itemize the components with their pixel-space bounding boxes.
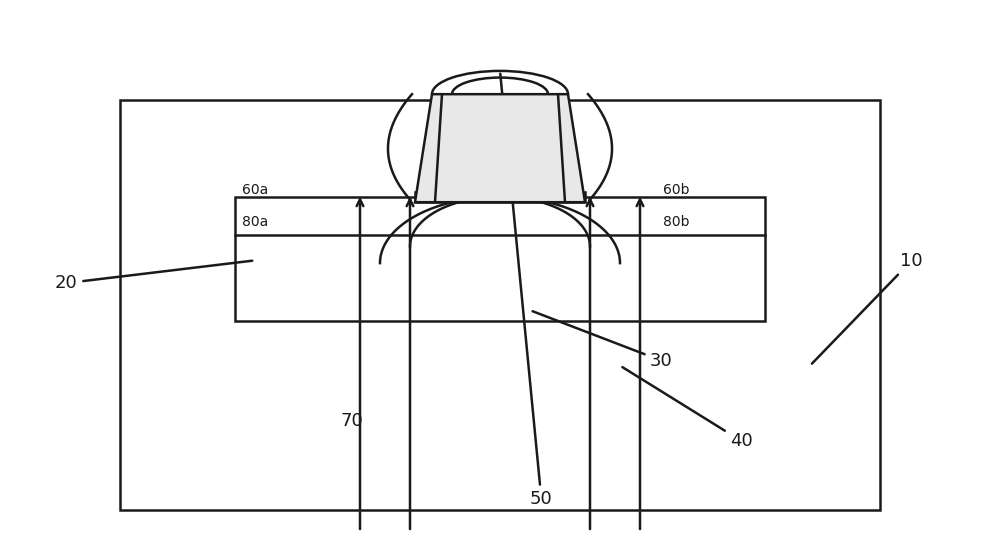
- Bar: [120, 100, 880, 510]
- Text: 60b: 60b: [664, 183, 690, 197]
- Bar: [415, 192, 585, 202]
- Text: 60a: 60a: [242, 183, 268, 197]
- Text: 80a: 80a: [242, 214, 268, 229]
- Text: 20: 20: [55, 261, 252, 292]
- Polygon shape: [415, 94, 585, 202]
- Text: 80b: 80b: [664, 214, 690, 229]
- Bar: [235, 197, 765, 321]
- Text: 50: 50: [500, 74, 553, 508]
- Text: 40: 40: [622, 367, 753, 450]
- Text: 70: 70: [340, 412, 363, 430]
- Text: 10: 10: [812, 252, 923, 363]
- Text: 30: 30: [533, 311, 673, 370]
